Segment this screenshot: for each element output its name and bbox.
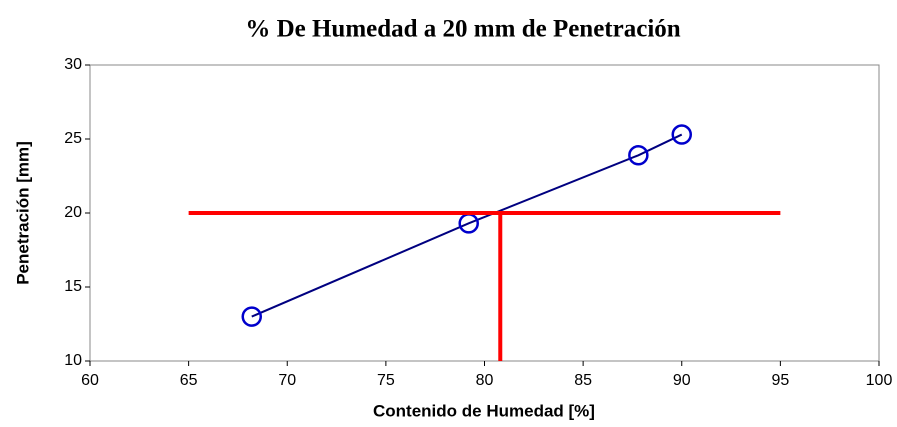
data-point (628, 145, 649, 166)
x-axis-label: Contenido de Humedad [%] (373, 401, 595, 420)
x-tick-label: 100 (866, 372, 893, 389)
x-tick-label: 65 (180, 372, 198, 389)
x-tick-label: 75 (377, 372, 395, 389)
y-tick-label: 20 (64, 204, 82, 221)
chart-title: % De Humedad a 20 mm de Penetración (245, 16, 680, 43)
x-tick-label: 70 (278, 372, 296, 389)
y-tick-label: 15 (64, 278, 82, 295)
x-tick-label: 60 (81, 372, 99, 389)
y-tick-label: 25 (64, 130, 82, 147)
x-tick-label: 95 (771, 372, 789, 389)
y-axis-label: Penetración [mm] (13, 141, 32, 285)
series-line (251, 133, 683, 318)
data-point (671, 124, 692, 145)
data-point (241, 306, 262, 327)
x-tick-label: 85 (574, 372, 592, 389)
x-tick-label: 90 (673, 372, 691, 389)
x-tick-label: 80 (476, 372, 494, 389)
y-tick-label: 10 (64, 352, 82, 369)
y-tick-label: 30 (64, 56, 82, 73)
